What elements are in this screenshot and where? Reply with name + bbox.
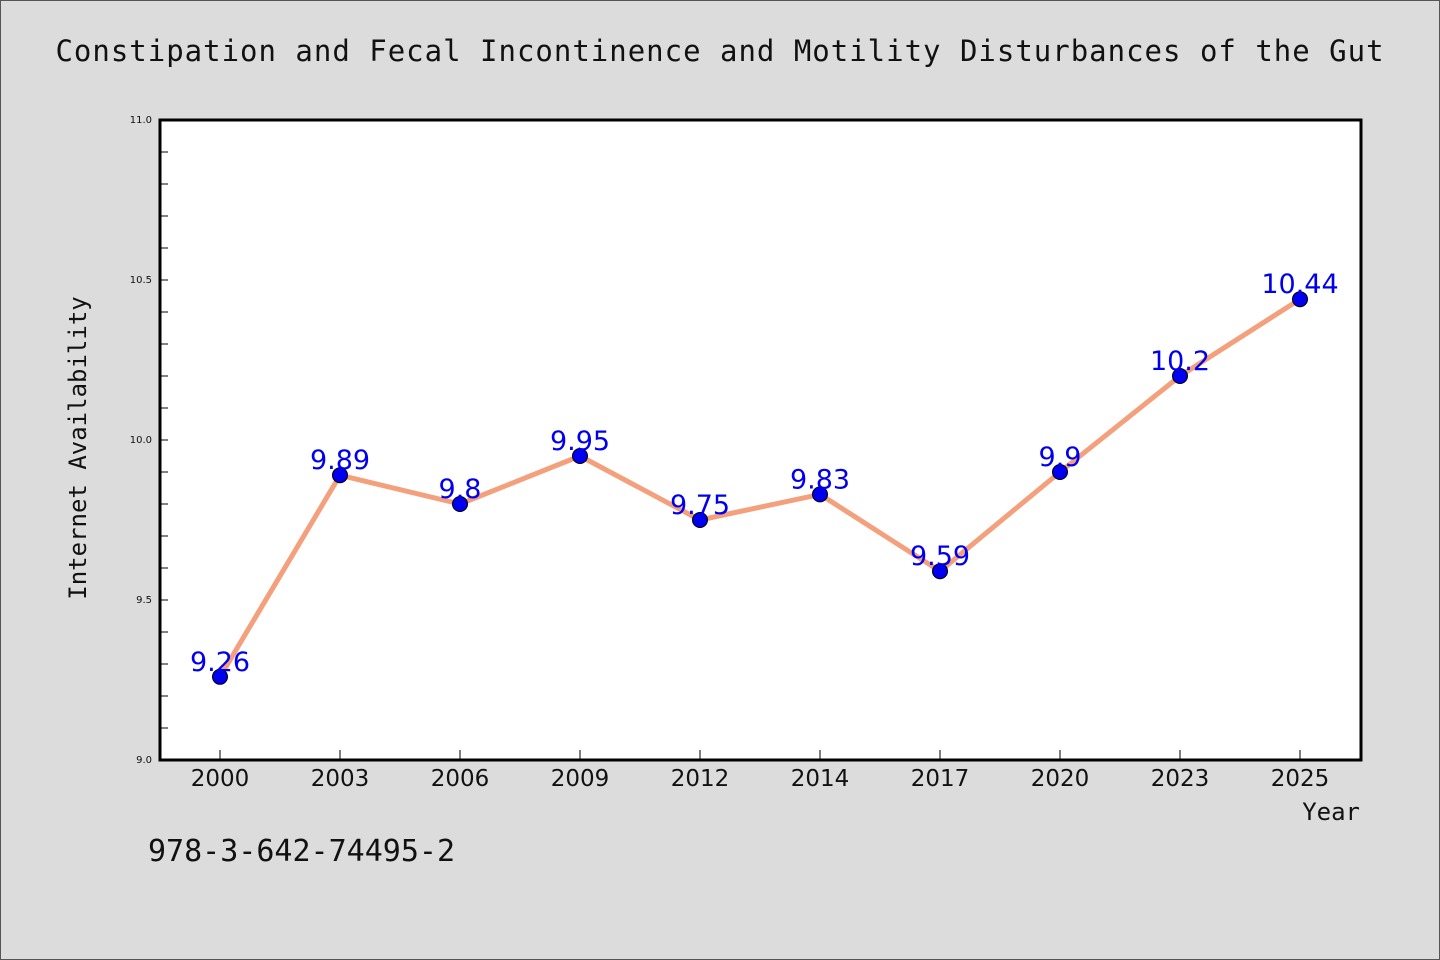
x-tick-label: 2020 [1031, 766, 1090, 792]
x-tick-label: 2009 [551, 766, 610, 792]
data-point [452, 496, 468, 512]
x-tick-label: 2025 [1271, 766, 1330, 792]
x-tick-label: 2012 [671, 766, 730, 792]
data-label: 10.2 [1150, 346, 1210, 377]
isbn-text: 978-3-642-74495-2 [148, 834, 456, 869]
chart-title: Constipation and Fecal Incontinence and … [55, 34, 1385, 68]
y-tick-label: 11.0 [130, 115, 152, 126]
x-axis: 2000 2003 2006 2009 2012 2014 2017 2020 2023 2025 [191, 750, 1330, 792]
data-label: 9.8 [439, 474, 482, 505]
data-label: 9.89 [310, 445, 370, 476]
x-tick-label: 2014 [791, 766, 850, 792]
y-tick-label: 9.0 [136, 755, 152, 766]
data-label: 9.9 [1039, 442, 1082, 473]
x-tick-label: 2003 [311, 766, 370, 792]
x-tick-label: 2000 [191, 766, 250, 792]
x-axis-label: Year [1302, 798, 1360, 826]
data-point [332, 467, 348, 484]
plot-area [158, 118, 1363, 762]
x-tick-label: 2006 [431, 766, 490, 792]
data-point [1172, 368, 1188, 384]
data-label: 9.83 [790, 464, 850, 495]
data-label: 9.95 [550, 426, 610, 457]
series-markers [212, 291, 1308, 685]
y-tick-label: 9.5 [136, 595, 152, 606]
data-point [692, 512, 708, 528]
data-point [1292, 291, 1308, 308]
series-line [217, 296, 1303, 680]
data-label: 9.75 [670, 490, 730, 521]
data-point [212, 668, 228, 685]
x-tick-label: 2017 [911, 766, 970, 792]
y-tick-label: 10.0 [130, 435, 152, 446]
series-line-group [217, 296, 1303, 680]
data-label: 9.26 [190, 647, 250, 678]
data-label: 10.44 [1261, 269, 1338, 300]
x-tick-label: 2023 [1151, 766, 1210, 792]
data-point [932, 563, 948, 580]
data-label: 9.59 [910, 541, 970, 572]
data-point [812, 486, 828, 503]
data-point [1052, 464, 1068, 480]
y-axis-label: Internet Availability [64, 296, 92, 599]
data-labels: 9.26 9.89 9.8 9.95 9.75 9.83 9.59 9.9 10.2 10.44 [190, 269, 1339, 678]
y-axis: 9.0 9.5 10.0 10.5 11.0 [130, 115, 168, 766]
data-point [572, 448, 588, 464]
y-tick-label: 10.5 [130, 275, 152, 286]
